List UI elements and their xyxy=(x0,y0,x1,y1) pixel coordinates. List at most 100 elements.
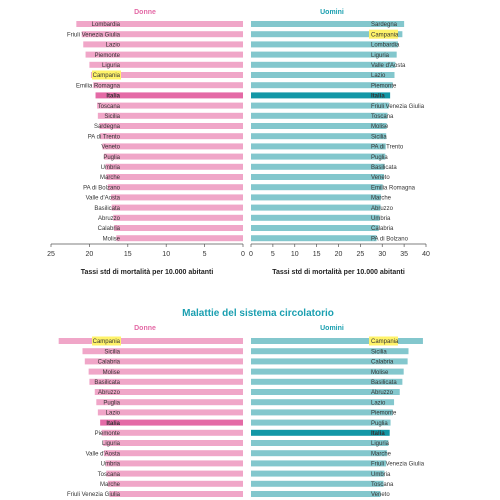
category-label-3-6: Lazio xyxy=(371,400,386,406)
category-label-3-8: Puglia xyxy=(371,421,388,427)
bar-0-18 xyxy=(111,204,243,211)
panel-title-2: Donne xyxy=(134,325,156,332)
bar-2-1 xyxy=(82,348,243,355)
bar-3-5 xyxy=(251,389,400,395)
category-label-1-8: Friuli Venezia Giulia xyxy=(371,104,425,110)
bar-3-2 xyxy=(251,358,408,365)
category-label-2-11: Valle d'Aosta xyxy=(86,451,121,457)
x-tick-label-0-0: 25 xyxy=(47,251,55,258)
category-label-0-5: Campania xyxy=(93,73,121,79)
category-label-1-2: Lombardia xyxy=(371,43,400,49)
category-label-2-12: Umbria xyxy=(101,462,121,468)
category-label-0-12: Veneto xyxy=(101,145,120,151)
category-label-0-14: Umbria xyxy=(101,165,121,171)
panel-title-0: Donne xyxy=(134,9,156,16)
category-label-2-4: Basilicata xyxy=(94,380,120,386)
category-label-2-7: Lazio xyxy=(106,411,121,417)
bar-3-14 xyxy=(251,480,384,487)
bar-1-2 xyxy=(251,41,398,48)
bar-1-3 xyxy=(251,51,397,58)
category-label-2-3: Molise xyxy=(103,370,121,376)
category-label-0-19: Abruzzo xyxy=(98,216,121,222)
highlight-1-1 xyxy=(369,29,398,39)
bar-0-2 xyxy=(83,41,243,48)
bar-2-11 xyxy=(103,450,243,457)
category-label-0-7: Italia xyxy=(106,94,120,100)
category-label-0-6: Emilia Romagna xyxy=(76,83,121,89)
bar-1-16 xyxy=(251,184,383,191)
bar-0-5 xyxy=(90,72,243,78)
bar-0-16 xyxy=(107,184,243,191)
category-label-0-1: Friuli Venezia Giulia xyxy=(67,32,121,38)
bar-2-10 xyxy=(103,440,243,446)
bar-0-14 xyxy=(105,163,243,170)
category-label-1-15: Veneto xyxy=(371,175,390,181)
category-label-2-14: Marche xyxy=(100,482,121,488)
bar-3-1 xyxy=(251,348,409,355)
category-label-3-3: Molise xyxy=(371,370,389,376)
bar-2-8 xyxy=(100,419,243,426)
category-label-0-16: PA di Bolzano xyxy=(83,185,121,191)
category-label-3-15: Veneto xyxy=(371,492,390,498)
category-label-1-10: Molise xyxy=(371,124,389,130)
bar-3-15 xyxy=(251,491,381,497)
category-label-3-13: Umbria xyxy=(371,472,391,478)
category-label-2-9: Piemonte xyxy=(95,431,121,437)
panel-title-3: Uomini xyxy=(320,325,344,332)
category-label-1-11: Sicilia xyxy=(371,134,387,140)
x-axis-label-1: Tassi std di mortalità per 10.000 abitan… xyxy=(272,269,405,276)
highlight-3-0 xyxy=(369,336,398,346)
bar-0-7 xyxy=(95,92,243,99)
category-label-3-14: Toscana xyxy=(371,482,394,488)
category-label-2-5: Abruzzo xyxy=(98,390,121,396)
bar-0-13 xyxy=(103,153,243,160)
category-label-1-18: Abruzzo xyxy=(371,206,394,212)
bar-2-12 xyxy=(105,460,243,467)
category-label-2-2: Calabria xyxy=(98,360,121,366)
bar-0-19 xyxy=(113,214,243,221)
bar-1-21 xyxy=(251,235,377,242)
bar-2-13 xyxy=(106,470,244,477)
category-label-3-2: Calabria xyxy=(371,360,394,366)
category-label-0-18: Basilicata xyxy=(94,206,120,212)
bar-0-20 xyxy=(113,225,243,231)
category-label-1-21: PA di Bolzano xyxy=(371,236,409,242)
category-label-3-4: Basilicata xyxy=(371,380,397,386)
bar-3-4 xyxy=(251,378,403,385)
bar-0-9 xyxy=(97,112,244,119)
x-tick-label-1-4: 20 xyxy=(335,251,343,258)
bar-3-10 xyxy=(251,440,389,446)
bar-0-12 xyxy=(102,143,244,150)
highlight-0-5 xyxy=(92,70,121,80)
bar-0-11 xyxy=(100,133,243,140)
category-label-2-8: Italia xyxy=(106,421,120,427)
category-label-3-9: Italia xyxy=(371,431,385,437)
category-label-3-10: Liguria xyxy=(371,441,390,447)
bar-2-7 xyxy=(97,409,244,416)
bar-1-6 xyxy=(251,82,393,89)
bar-2-3 xyxy=(88,368,243,375)
category-label-0-20: Calabria xyxy=(98,226,121,232)
category-label-0-8: Toscana xyxy=(98,104,121,110)
category-label-1-9: Toscana xyxy=(371,114,394,120)
panel-title-1: Uomini xyxy=(320,9,344,16)
category-label-0-21: Molise xyxy=(103,236,121,242)
x-tick-label-0-5: 0 xyxy=(241,251,245,258)
bar-1-10 xyxy=(251,123,387,129)
bar-2-14 xyxy=(107,480,243,487)
x-tick-label-1-2: 10 xyxy=(291,251,299,258)
category-label-0-17: Valle d'Aosta xyxy=(86,196,121,202)
bar-0-8 xyxy=(97,102,243,109)
bar-1-20 xyxy=(251,225,379,231)
bar-1-7 xyxy=(251,92,391,99)
x-tick-label-1-8: 40 xyxy=(422,251,430,258)
category-label-0-9: Sicilia xyxy=(104,114,120,120)
bar-2-6 xyxy=(96,399,243,406)
x-tick-label-0-3: 10 xyxy=(162,251,170,258)
bar-0-4 xyxy=(89,61,244,68)
category-label-0-13: Puglia xyxy=(103,155,120,161)
category-label-1-0: Sardegna xyxy=(371,22,398,28)
category-label-1-5: Lazio xyxy=(371,73,386,79)
bar-3-11 xyxy=(251,450,388,457)
